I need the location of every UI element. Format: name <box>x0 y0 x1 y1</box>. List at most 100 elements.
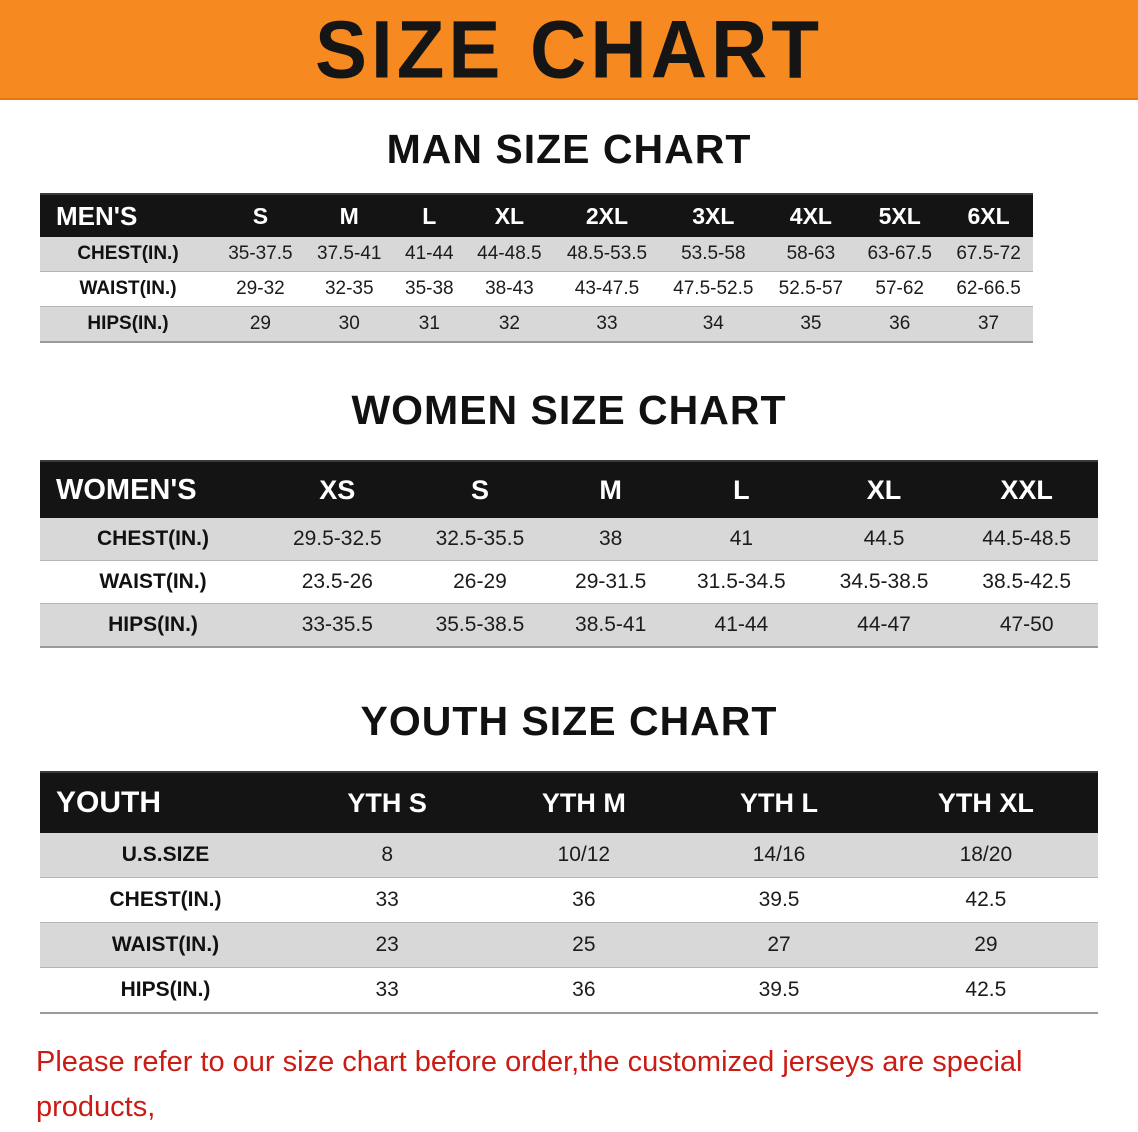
value-cell: 38-43 <box>464 271 554 307</box>
table-row: U.S.SIZE 8 10/12 14/16 18/20 <box>40 833 1098 878</box>
value-cell: 36 <box>483 877 685 923</box>
value-cell: 41-44 <box>670 603 813 648</box>
value-cell: 36 <box>855 306 945 343</box>
size-column-header: 2XL <box>553 194 661 237</box>
value-cell: 33 <box>553 306 661 343</box>
value-cell: 10/12 <box>483 833 685 878</box>
value-cell: 23.5-26 <box>266 560 409 604</box>
table-title-cell: YOUTH <box>40 772 291 833</box>
table-row: CHEST(IN.) 29.5-32.5 32.5-35.5 38 41 44.5 44.5… <box>40 518 1098 561</box>
value-cell: 38.5-42.5 <box>955 560 1098 604</box>
value-cell: 8 <box>291 833 484 878</box>
size-column-header: 6XL <box>944 194 1033 237</box>
size-column-header: 4XL <box>766 194 856 237</box>
women-table-wrap: WOMEN'S XS S M L XL XXL CHEST(IN.) 29.5-32.5 32.5… <box>0 460 1138 648</box>
table-title-cell: MEN'S <box>40 194 216 237</box>
size-column-header: YTH L <box>684 772 874 833</box>
value-cell: 47.5-52.5 <box>660 271 767 307</box>
value-cell: 18/20 <box>873 833 1098 878</box>
value-cell: 44-47 <box>812 603 956 648</box>
value-cell: 33 <box>291 967 484 1014</box>
value-cell: 38.5-41 <box>551 603 671 648</box>
value-cell: 29.5-32.5 <box>266 518 409 561</box>
value-cell: 67.5-72 <box>944 237 1033 272</box>
value-cell: 63-67.5 <box>855 237 945 272</box>
table-row: WAIST(IN.) 23.5-26 26-29 29-31.5 31.5-34.5 34… <box>40 560 1098 604</box>
row-label-cell: HIPS(IN.) <box>40 306 216 343</box>
row-label-cell: WAIST(IN.) <box>40 271 216 307</box>
order-policy-notice: Please refer to our size chart before or… <box>0 1040 1138 1132</box>
men-size-chart-heading: MAN SIZE CHART <box>386 126 752 172</box>
size-column-header: YTH M <box>483 772 685 833</box>
table-row: WAIST(IN.) 23 25 27 29 <box>40 922 1098 968</box>
youth-size-chart-heading: YOUTH SIZE CHART <box>360 698 778 744</box>
value-cell: 33-35.5 <box>266 603 409 648</box>
value-cell: 34 <box>660 306 767 343</box>
table-row: CHEST(IN.) 33 36 39.5 42.5 <box>40 877 1098 923</box>
men-size-table: MEN'S S M L XL 2XL 3XL 4XL 5XL 6XL CHEST(IN.) 35-37… <box>40 193 1033 343</box>
value-cell: 30 <box>304 306 394 343</box>
size-column-header: S <box>216 194 305 237</box>
table-row: WAIST(IN.) 29-32 32-35 35-38 38-43 43-47.5 47.… <box>40 271 1033 307</box>
size-column-header: 5XL <box>855 194 945 237</box>
table-title-cell: WOMEN'S <box>40 461 266 518</box>
value-cell: 58-63 <box>766 237 856 272</box>
value-cell: 29 <box>873 922 1098 968</box>
row-label-cell: HIPS(IN.) <box>40 967 291 1014</box>
men-table-wrap: MEN'S S M L XL 2XL 3XL 4XL 5XL 6XL CHEST(IN.) 35-37… <box>0 193 1138 343</box>
value-cell: 26-29 <box>408 560 552 604</box>
value-cell: 32.5-35.5 <box>408 518 552 561</box>
value-cell: 35-37.5 <box>216 237 305 272</box>
row-label-cell: CHEST(IN.) <box>40 877 291 923</box>
value-cell: 25 <box>483 922 685 968</box>
value-cell: 37 <box>944 306 1033 343</box>
value-cell: 41-44 <box>393 237 465 272</box>
table-row: HIPS(IN.) 29 30 31 32 33 34 35 36 37 <box>40 306 1033 343</box>
value-cell: 34.5-38.5 <box>812 560 956 604</box>
value-cell: 48.5-53.5 <box>553 237 661 272</box>
value-cell: 43-47.5 <box>553 271 661 307</box>
women-size-chart-heading: WOMEN SIZE CHART <box>351 387 787 433</box>
value-cell: 42.5 <box>873 877 1098 923</box>
row-label-cell: U.S.SIZE <box>40 833 291 878</box>
value-cell: 38 <box>551 518 671 561</box>
section-women: WOMEN SIZE CHART WOMEN'S XS S M L XL XXL CHEST(… <box>0 343 1138 648</box>
section-youth: YOUTH SIZE CHART YOUTH YTH S YTH M YTH L YTH… <box>0 648 1138 1014</box>
size-column-header: XS <box>266 461 409 518</box>
value-cell: 57-62 <box>855 271 945 307</box>
youth-size-table: YOUTH YTH S YTH M YTH L YTH XL U.S.SIZE 8 10/12… <box>40 771 1098 1014</box>
value-cell: 53.5-58 <box>660 237 767 272</box>
size-column-header: S <box>408 461 552 518</box>
size-column-header: M <box>551 461 671 518</box>
size-column-header: L <box>393 194 465 237</box>
size-column-header: YTH S <box>291 772 484 833</box>
value-cell: 44.5-48.5 <box>955 518 1098 561</box>
value-cell: 37.5-41 <box>304 237 394 272</box>
value-cell: 39.5 <box>684 967 874 1014</box>
section-men: MAN SIZE CHART MEN'S S M L XL 2XL 3XL 4XL 5XL 6XL… <box>0 100 1138 343</box>
value-cell: 44-48.5 <box>464 237 554 272</box>
size-column-header: M <box>304 194 394 237</box>
value-cell: 62-66.5 <box>944 271 1033 307</box>
size-column-header: XL <box>812 461 956 518</box>
youth-table-wrap: YOUTH YTH S YTH M YTH L YTH XL U.S.SIZE 8 10/12… <box>0 771 1138 1014</box>
value-cell: 35 <box>766 306 856 343</box>
table-header-row: WOMEN'S XS S M L XL XXL <box>40 461 1098 518</box>
value-cell: 31.5-34.5 <box>670 560 813 604</box>
value-cell: 44.5 <box>812 518 956 561</box>
row-label-cell: CHEST(IN.) <box>40 237 216 272</box>
value-cell: 33 <box>291 877 484 923</box>
value-cell: 39.5 <box>684 877 874 923</box>
value-cell: 35-38 <box>393 271 465 307</box>
value-cell: 29 <box>216 306 305 343</box>
value-cell: 29-32 <box>216 271 305 307</box>
size-column-header: XL <box>464 194 554 237</box>
row-label-cell: HIPS(IN.) <box>40 603 266 648</box>
value-cell: 42.5 <box>873 967 1098 1014</box>
value-cell: 31 <box>393 306 465 343</box>
value-cell: 23 <box>291 922 484 968</box>
value-cell: 35.5-38.5 <box>408 603 552 648</box>
value-cell: 32 <box>464 306 554 343</box>
value-cell: 52.5-57 <box>766 271 856 307</box>
